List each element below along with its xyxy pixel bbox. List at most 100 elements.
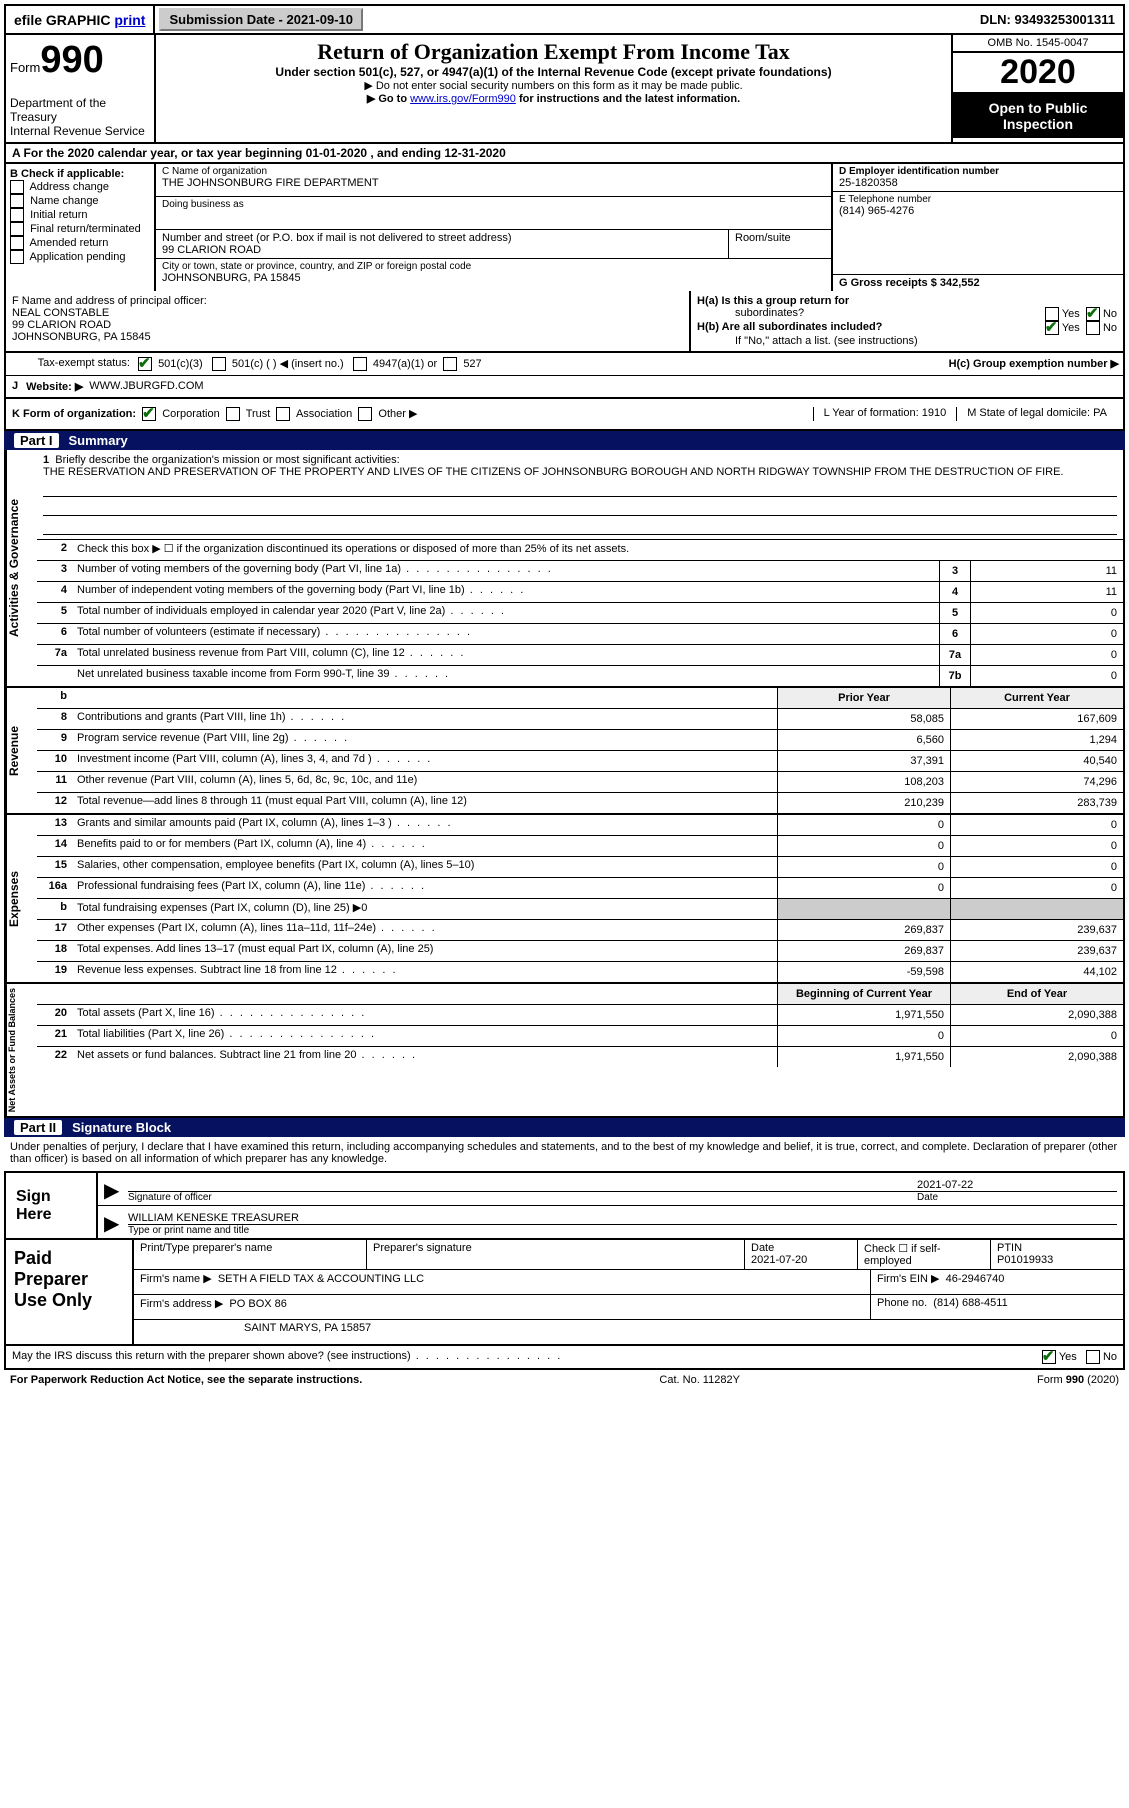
line-21-py: 0 xyxy=(777,1026,950,1046)
line-3-text: Number of voting members of the governin… xyxy=(73,561,939,581)
officer-addr: 99 CLARION ROAD xyxy=(12,319,683,331)
line-10-py: 37,391 xyxy=(777,751,950,771)
m-state-domicile: M State of legal domicile: PA xyxy=(956,407,1117,421)
discuss-row: May the IRS discuss this return with the… xyxy=(4,1346,1125,1370)
other-label: Other ▶ xyxy=(378,408,417,420)
prep-sig-label: Preparer's signature xyxy=(367,1240,745,1269)
mission-num: 1 xyxy=(43,454,49,466)
trust-checkbox[interactable] xyxy=(226,407,240,421)
ha-yes: Yes xyxy=(1062,308,1080,320)
name-change-checkbox[interactable] xyxy=(10,194,24,208)
mission-text: THE RESERVATION AND PRESERVATION OF THE … xyxy=(43,466,1117,478)
line-16a-py: 0 xyxy=(777,878,950,898)
hb-yes-checkbox[interactable] xyxy=(1045,321,1059,335)
amended-label: Amended return xyxy=(29,237,108,249)
type-print-label: Type or print name and title xyxy=(128,1224,1117,1236)
line-11-text: Other revenue (Part VIII, column (A), li… xyxy=(73,772,777,792)
addr-change-label: Address change xyxy=(29,181,109,193)
initial-return-checkbox[interactable] xyxy=(10,208,24,222)
addr-change-checkbox[interactable] xyxy=(10,180,24,194)
vtab-ag: Activities & Governance xyxy=(6,450,37,686)
prep-date-label: Date xyxy=(751,1242,774,1254)
line-21-text: Total liabilities (Part X, line 26) xyxy=(73,1026,777,1046)
corp-label: Corporation xyxy=(162,408,219,420)
footer-row: For Paperwork Reduction Act Notice, see … xyxy=(4,1370,1125,1390)
line-18-py: 269,837 xyxy=(777,941,950,961)
section-j: J Website: ▶ WWW.JBURGFD.COM xyxy=(4,376,1125,399)
name-change-label: Name change xyxy=(30,195,99,207)
ptin-value: P01019933 xyxy=(997,1254,1053,1266)
section-h: H(a) Is this a group return for subordin… xyxy=(691,291,1123,351)
discuss-no-checkbox[interactable] xyxy=(1086,1350,1100,1364)
line-8-py: 58,085 xyxy=(777,709,950,729)
arrow-icon: ▶ xyxy=(104,1178,128,1203)
line-11-py: 108,203 xyxy=(777,772,950,792)
ptin-label: PTIN xyxy=(997,1242,1022,1254)
line-17-py: 269,837 xyxy=(777,920,950,940)
corp-checkbox[interactable] xyxy=(142,407,156,421)
firm-name: SETH A FIELD TAX & ACCOUNTING LLC xyxy=(218,1273,424,1285)
form-title: Return of Organization Exempt From Incom… xyxy=(162,39,945,65)
hb-no-checkbox[interactable] xyxy=(1086,321,1100,335)
other-checkbox[interactable] xyxy=(358,407,372,421)
d-label: D Employer identification number xyxy=(839,166,1117,177)
line-15-py: 0 xyxy=(777,857,950,877)
vtab-net-assets: Net Assets or Fund Balances xyxy=(6,984,37,1116)
declaration-text: Under penalties of perjury, I declare th… xyxy=(4,1137,1125,1169)
goto-link[interactable]: www.irs.gov/Form990 xyxy=(410,93,516,105)
j-letter: J xyxy=(12,380,18,393)
prep-name-label: Print/Type preparer's name xyxy=(134,1240,367,1269)
line-7a-text: Total unrelated business revenue from Pa… xyxy=(73,645,939,665)
firm-ein-label: Firm's EIN ▶ xyxy=(877,1273,940,1285)
line-4-val: 11 xyxy=(970,582,1123,602)
527-checkbox[interactable] xyxy=(443,357,457,371)
ha-no-checkbox[interactable] xyxy=(1086,307,1100,321)
vtab-revenue: Revenue xyxy=(6,688,37,813)
firm-addr2: SAINT MARYS, PA 15857 xyxy=(134,1320,1123,1344)
form-subtitle: Under section 501(c), 527, or 4947(a)(1)… xyxy=(162,65,945,79)
line-5-text: Total number of individuals employed in … xyxy=(73,603,939,623)
form-number-cell: Form990 Department of the Treasury Inter… xyxy=(6,35,156,142)
section-k-l-m: K Form of organization: Corporation Trus… xyxy=(4,399,1125,431)
line-18-cy: 239,637 xyxy=(950,941,1123,961)
period-text: A For the 2020 calendar year, or tax yea… xyxy=(12,146,506,160)
print-link[interactable]: print xyxy=(114,12,145,28)
part-2-tag: Part II xyxy=(14,1120,62,1135)
line-10-text: Investment income (Part VIII, column (A)… xyxy=(73,751,777,771)
line-17-cy: 239,637 xyxy=(950,920,1123,940)
submission-date-button[interactable]: Submission Date - 2021-09-10 xyxy=(159,8,363,31)
title-cell: Return of Organization Exempt From Incom… xyxy=(156,35,953,142)
section-d-e-g: D Employer identification number 25-1820… xyxy=(831,164,1123,291)
phone-label: Phone no. xyxy=(877,1297,927,1309)
firm-addr-label: Firm's address ▶ xyxy=(140,1298,223,1310)
501c-checkbox[interactable] xyxy=(212,357,226,371)
prep-phone: (814) 688-4511 xyxy=(933,1297,1007,1309)
e-label: E Telephone number xyxy=(839,194,1117,205)
final-return-checkbox[interactable] xyxy=(10,222,24,236)
city-value: JOHNSONBURG, PA 15845 xyxy=(162,272,825,284)
tax-year: 2020 xyxy=(953,53,1123,94)
line-14-text: Benefits paid to or for members (Part IX… xyxy=(73,836,777,856)
amended-checkbox[interactable] xyxy=(10,236,24,250)
paid-preparer-block: Paid Preparer Use Only Print/Type prepar… xyxy=(4,1240,1125,1346)
501c3-checkbox[interactable] xyxy=(138,357,152,371)
form-number: 990 xyxy=(40,39,103,81)
line-13-py: 0 xyxy=(777,815,950,835)
ha-label: H(a) Is this a group return for xyxy=(697,295,849,307)
app-pending-checkbox[interactable] xyxy=(10,250,24,264)
boc-hdr: Beginning of Current Year xyxy=(777,984,950,1004)
line-14-py: 0 xyxy=(777,836,950,856)
org-name: THE JOHNSONBURG FIRE DEPARTMENT xyxy=(162,177,825,189)
sig-officer-label: Signature of officer xyxy=(128,1191,917,1203)
discuss-yes-checkbox[interactable] xyxy=(1042,1350,1056,1364)
line-5-val: 0 xyxy=(970,603,1123,623)
c-name-label: C Name of organization xyxy=(162,166,825,177)
assoc-checkbox[interactable] xyxy=(276,407,290,421)
cat-no: Cat. No. 11282Y xyxy=(659,1374,740,1386)
current-year-hdr: Current Year xyxy=(950,688,1123,708)
website-label: Website: ▶ xyxy=(26,380,83,393)
4947-checkbox[interactable] xyxy=(353,357,367,371)
ein-value: 25-1820358 xyxy=(839,177,1117,189)
f-label: F Name and address of principal officer: xyxy=(12,295,683,307)
app-pending-label: Application pending xyxy=(29,251,125,263)
